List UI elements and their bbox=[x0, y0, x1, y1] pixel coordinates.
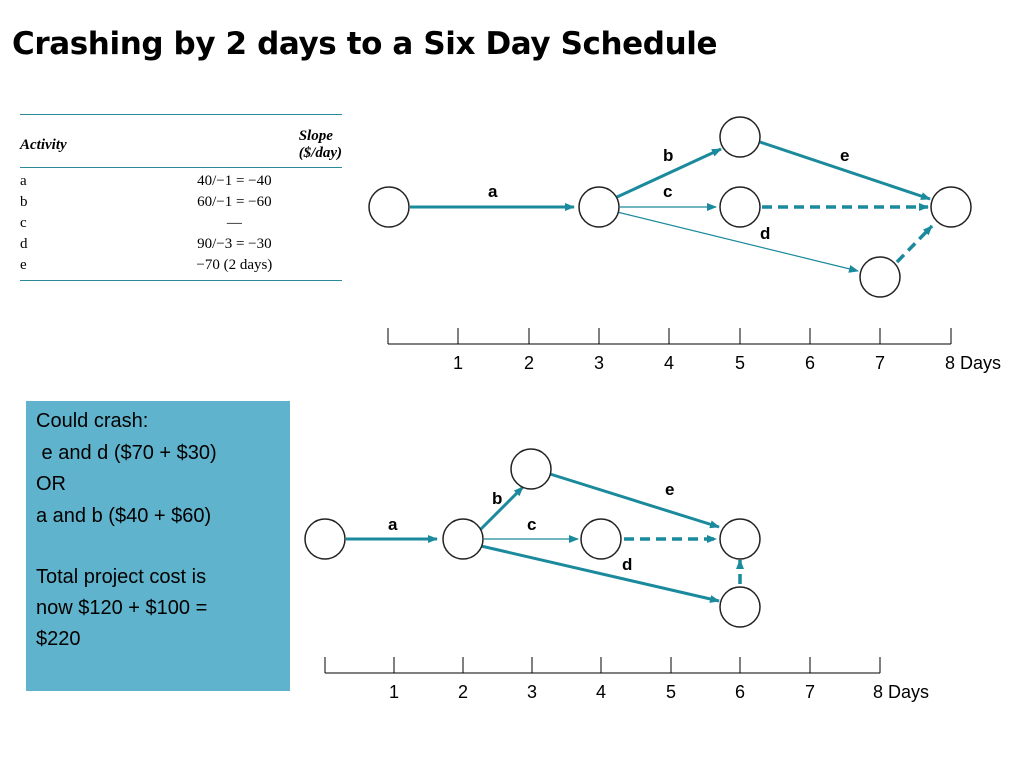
timeline-tick-label: 5 bbox=[666, 682, 676, 702]
timeline-tick-label: 6 bbox=[735, 682, 745, 702]
edge-e-arrow bbox=[759, 140, 931, 201]
timeline-tick-label: 2 bbox=[524, 353, 534, 373]
timeline-tick-label: 3 bbox=[594, 353, 604, 373]
timeline-tick-label: 1 bbox=[389, 682, 399, 702]
activity-cell: c bbox=[20, 215, 27, 231]
crash-note-line: Total project cost is bbox=[36, 566, 207, 588]
timeline-tick-label: 6 bbox=[805, 353, 815, 373]
crash-note-line: now $120 + $100 = bbox=[36, 597, 208, 619]
network-node bbox=[859, 256, 901, 298]
edge-label-c: c bbox=[663, 182, 672, 201]
edge-label-e: e bbox=[840, 146, 849, 165]
network-node bbox=[442, 518, 484, 560]
slope-cell: 60/−1 = −60 bbox=[197, 194, 272, 210]
timeline-tick-label: 4 bbox=[664, 353, 674, 373]
crash-note-line: e and d ($70 + $30) bbox=[36, 442, 217, 464]
edge-label-c: c bbox=[527, 515, 536, 534]
activity-cell: b bbox=[20, 194, 28, 210]
table-row: e −70 (2 days) bbox=[20, 255, 342, 281]
slope-cell: 90/−3 = −30 bbox=[197, 236, 272, 252]
top-timeline: 1 2 3 4 5 6 7 8 Days bbox=[387, 328, 1001, 373]
table-row: a 40/−1 = −40 bbox=[20, 168, 342, 193]
crash-note-box: Could crash: e and d ($70 + $30) OR a an… bbox=[26, 401, 290, 691]
slope-header: Slope ($/day) bbox=[298, 128, 343, 161]
edge-label-d: d bbox=[622, 555, 632, 574]
table-row: b 60/−1 = −60 bbox=[20, 192, 342, 213]
edge-label-d: d bbox=[760, 224, 770, 243]
bottom-timeline: 1 2 3 4 5 6 7 8 Days bbox=[324, 657, 929, 702]
slope-cell: −70 (2 days) bbox=[126, 255, 342, 281]
timeline-tick-label: 7 bbox=[875, 353, 885, 373]
table-header-row: Activity Slope ($/day) bbox=[20, 114, 343, 168]
crash-note-line: a and b ($40 + $60) bbox=[36, 505, 212, 527]
top-network: a b c d e bbox=[368, 116, 972, 298]
table-row: c — bbox=[20, 213, 342, 234]
network-node bbox=[580, 518, 622, 560]
activity-cell: a bbox=[20, 173, 27, 189]
edge-label-a: a bbox=[388, 515, 398, 534]
network-node bbox=[719, 186, 761, 228]
edge-b-arrow bbox=[478, 485, 525, 532]
timeline-tick-label: 5 bbox=[735, 353, 745, 373]
network-node bbox=[719, 116, 761, 158]
table-row: d 90/−3 = −30 bbox=[20, 234, 342, 255]
dummy-edge-arrow bbox=[895, 224, 934, 264]
network-node bbox=[578, 186, 620, 228]
timeline-tick-label: 1 bbox=[453, 353, 463, 373]
timeline-tick-label: 8 Days bbox=[873, 682, 929, 702]
crash-note-line: Could crash: bbox=[36, 410, 149, 432]
edge-label-a: a bbox=[488, 182, 498, 201]
network-node bbox=[368, 186, 410, 228]
timeline-tick-label: 7 bbox=[805, 682, 815, 702]
network-node bbox=[719, 586, 761, 628]
slope-table: Activity Slope ($/day) a 40/−1 = −40 b 60/… bbox=[20, 114, 342, 281]
edge-d-arrow bbox=[616, 211, 859, 273]
timeline-tick-label: 2 bbox=[458, 682, 468, 702]
activity-cell: d bbox=[20, 236, 28, 252]
crash-note-line: OR bbox=[36, 473, 66, 495]
edge-b-arrow bbox=[616, 147, 722, 199]
bottom-network: a b c d e bbox=[304, 448, 761, 628]
timeline-tick-label: 3 bbox=[527, 682, 537, 702]
network-node bbox=[510, 448, 552, 490]
edge-d-arrow bbox=[480, 544, 720, 603]
edge-label-b: b bbox=[663, 146, 673, 165]
activity-cell: e bbox=[20, 255, 127, 281]
network-node bbox=[719, 518, 761, 560]
slide-title: Crashing by 2 days to a Six Day Schedule bbox=[12, 26, 718, 62]
slope-cell: — bbox=[226, 215, 242, 231]
crash-note-line: $220 bbox=[36, 628, 81, 650]
network-node bbox=[304, 518, 346, 560]
slope-cell: 40/−1 = −40 bbox=[197, 173, 272, 189]
edge-e-arrow bbox=[549, 472, 720, 529]
activity-header: Activity bbox=[20, 136, 67, 153]
network-node bbox=[930, 186, 972, 228]
timeline-tick-label: 4 bbox=[596, 682, 606, 702]
edge-label-b: b bbox=[492, 489, 502, 508]
edge-label-e: e bbox=[665, 480, 674, 499]
timeline-tick-label: 8 Days bbox=[945, 353, 1001, 373]
